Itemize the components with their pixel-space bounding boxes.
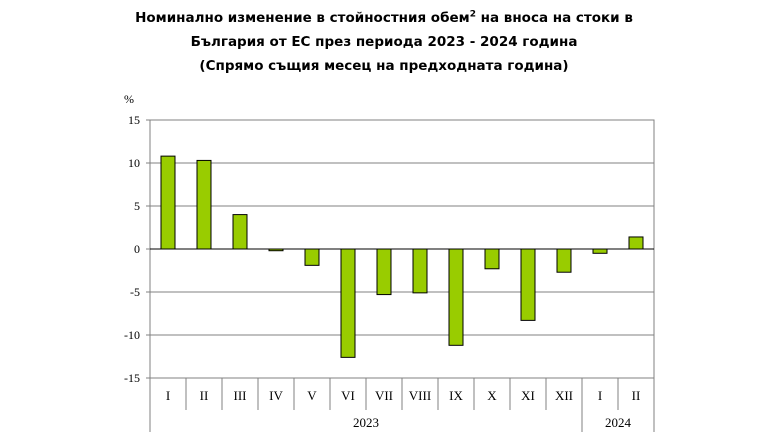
bar — [628, 236, 644, 250]
x-tick-label: III — [234, 388, 247, 403]
bar — [304, 248, 320, 266]
x-year-label: 2024 — [605, 415, 632, 430]
x-tick-label: I — [166, 388, 170, 403]
y-tick-label: -10 — [124, 328, 140, 342]
bar — [340, 248, 356, 358]
y-tick-label: -15 — [124, 371, 140, 385]
title-line-2: България от ЕС през периода 2023 - 2024 … — [190, 34, 578, 50]
bar — [448, 248, 464, 346]
x-tick-label: XI — [521, 388, 535, 403]
x-tick-label: IX — [449, 388, 463, 403]
y-axis: 15 10 5 0 -5 -10 -15 — [124, 113, 150, 385]
bars — [160, 155, 644, 358]
y-tick-label: 10 — [128, 156, 140, 170]
x-tick-label: X — [487, 388, 497, 403]
bar — [556, 248, 572, 273]
x-tick-label: VIII — [409, 388, 431, 403]
x-tick-label: VI — [341, 388, 355, 403]
bar — [412, 248, 428, 294]
y-tick-label: 0 — [134, 242, 140, 256]
bar — [232, 214, 248, 250]
title-line-1: Номинално изменение в стойностния обем2 … — [135, 9, 633, 26]
y-tick-label: 5 — [134, 199, 140, 213]
x-tick-label: XII — [555, 388, 573, 403]
x-tick-label: IV — [269, 388, 283, 403]
bar — [376, 248, 392, 296]
x-tick-label: V — [307, 388, 317, 403]
bar — [484, 248, 500, 270]
x-tick-label: II — [200, 388, 209, 403]
title-line-3: (Спрямо същия месец на предходната годин… — [199, 58, 569, 74]
bar — [520, 248, 536, 321]
x-year-label: 2023 — [353, 415, 379, 430]
y-tick-label: 15 — [128, 113, 140, 127]
x-tick-label: II — [632, 388, 641, 403]
chart-title: Номинално изменение в стойностния обем2 … — [0, 6, 768, 78]
bar — [196, 159, 212, 250]
footnote-marker: 2 — [469, 9, 476, 20]
y-tick-label: -5 — [130, 285, 140, 299]
bar — [160, 155, 176, 250]
x-tick-label: VII — [375, 388, 393, 403]
bar — [592, 248, 608, 254]
y-axis-unit: % — [124, 92, 134, 106]
x-tick-label: I — [598, 388, 602, 403]
